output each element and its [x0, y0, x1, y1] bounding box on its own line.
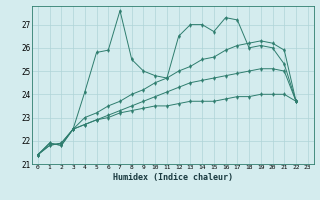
X-axis label: Humidex (Indice chaleur): Humidex (Indice chaleur)	[113, 173, 233, 182]
